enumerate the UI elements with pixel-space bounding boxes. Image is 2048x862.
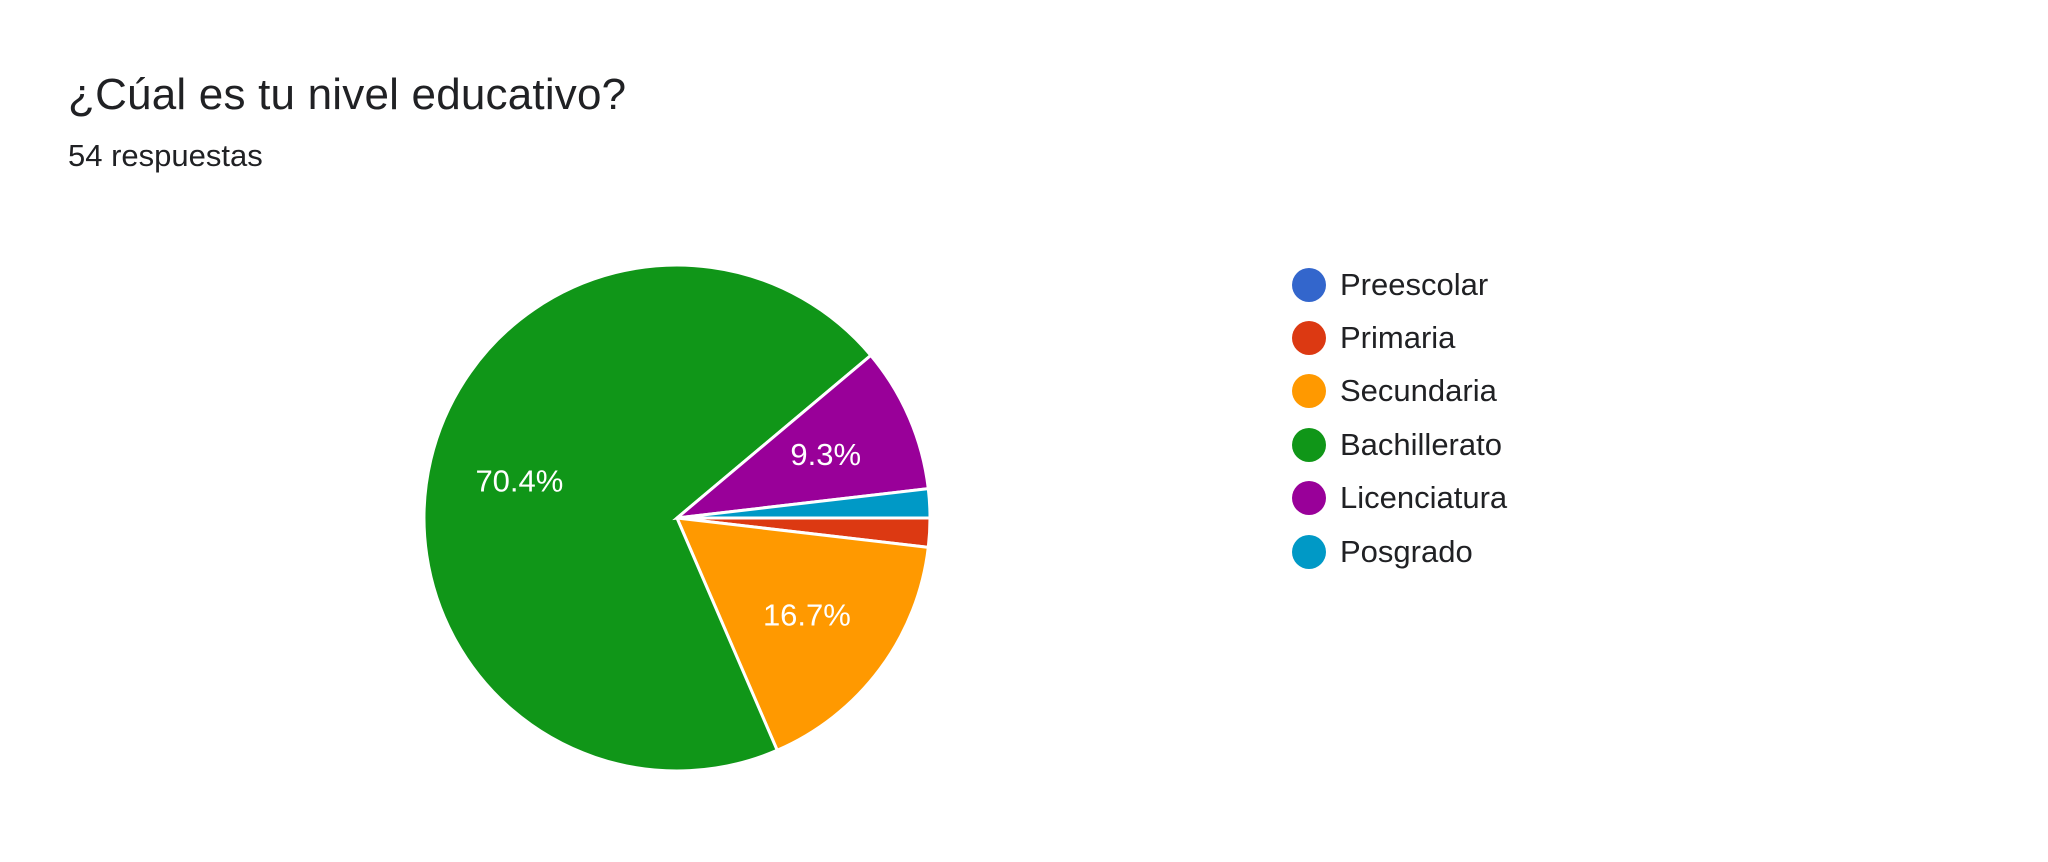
slice-label-bachillerato: 70.4% (475, 464, 563, 499)
legend-label: Licenciatura (1340, 480, 1508, 516)
legend-label: Primaria (1340, 320, 1456, 356)
legend-swatch-icon (1292, 374, 1326, 409)
legend-item-secundaria: Secundaria (1292, 365, 1507, 418)
legend-swatch-icon (1292, 321, 1326, 356)
legend-item-primaria: Primaria (1292, 311, 1507, 364)
legend-swatch-icon (1292, 534, 1326, 569)
chart-title: ¿Cúal es tu nivel educativo? (68, 70, 627, 119)
legend-label: Bachillerato (1340, 426, 1502, 462)
pie-slice-licenciatura (672, 353, 930, 521)
legend-label: Preescolar (1340, 266, 1489, 302)
legend-label: Posgrado (1340, 533, 1473, 569)
legend-item-preescolar: Preescolar (1292, 258, 1507, 311)
chart-legend: Preescolar Primaria Secundaria Bachillerato… (1292, 258, 1507, 578)
legend-item-licenciatura: Licenciatura (1292, 472, 1507, 525)
legend-label: Secundaria (1340, 373, 1497, 409)
legend-swatch-icon (1292, 481, 1326, 516)
response-count: 54 respuestas (68, 138, 263, 173)
legend-swatch-icon (1292, 427, 1326, 462)
pie-slice-bachillerato (422, 263, 873, 773)
legend-item-bachillerato: Bachillerato (1292, 418, 1507, 471)
pie-slice-secundaria (674, 516, 930, 753)
pie-slice-posgrado (676, 486, 932, 520)
legend-item-posgrado: Posgrado (1292, 525, 1507, 578)
slice-label-secundaria: 16.7% (763, 598, 851, 633)
slice-label-licenciatura: 9.3% (790, 437, 861, 472)
legend-swatch-icon (1292, 267, 1326, 302)
